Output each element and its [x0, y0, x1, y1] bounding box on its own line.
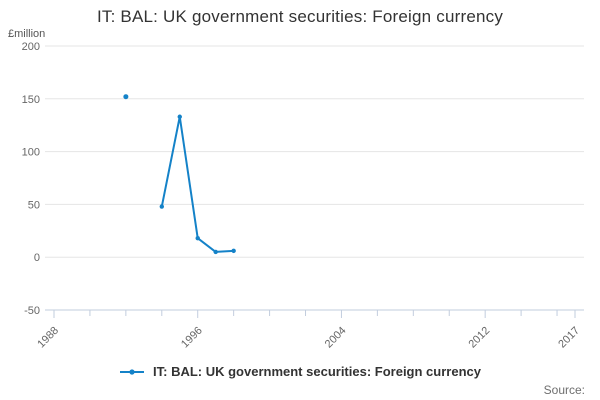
x-tick-label: 1996 [179, 325, 205, 351]
x-tick-label: 1988 [35, 325, 61, 351]
data-point-marker [159, 204, 164, 209]
plot-area: 200 150 100 50 0 -50 1988 1996 2004 2012 2017 [22, 41, 584, 351]
x-tick-label: 2012 [466, 325, 492, 351]
series-line [160, 115, 235, 253]
data-point-marker [195, 235, 200, 241]
chart-title: IT: BAL: UK government securities: Forei… [96, 7, 504, 26]
x-tick-label: 2017 [556, 325, 582, 351]
y-axis-unit-label: £million [8, 28, 46, 40]
data-point-marker [177, 114, 182, 119]
legend-line-marker-icon [120, 368, 145, 375]
legend-label: IT: BAL: UK government securities: Forei… [153, 364, 481, 379]
y-tick-label: 0 [34, 252, 40, 264]
y-tick-label: 150 [22, 94, 40, 106]
data-point-marker [123, 94, 129, 100]
x-tick-label: 2004 [323, 325, 349, 351]
data-point-marker [231, 248, 236, 254]
y-tick-label: -50 [24, 305, 40, 317]
y-tick-label: 200 [22, 41, 40, 53]
data-point-marker [213, 249, 218, 255]
legend: IT: BAL: UK government securities: Forei… [0, 364, 600, 379]
y-tick-label: 50 [28, 199, 40, 211]
y-tick-label: 100 [22, 147, 40, 159]
source-label: Source: [543, 383, 585, 397]
